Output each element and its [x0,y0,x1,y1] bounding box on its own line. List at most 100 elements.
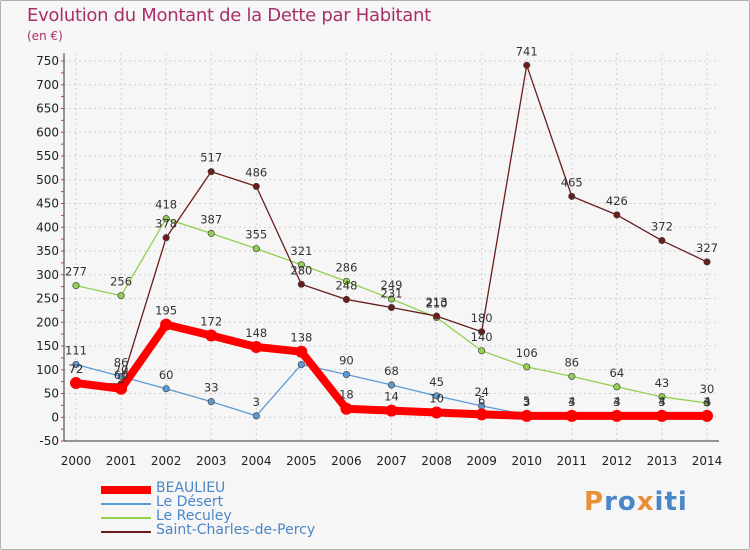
data-label: 70 [114,363,129,377]
y-tick-label: 700 [36,78,59,92]
data-label: 418 [155,198,177,212]
legend-swatch [101,517,151,519]
data-point [565,409,578,422]
data-point [250,340,263,353]
y-tick-label: 600 [36,125,59,139]
data-point [478,347,486,355]
data-label: 148 [245,326,267,340]
data-label: 43 [655,376,670,390]
y-tick-label: 100 [36,363,59,377]
x-tick-label: 2011 [557,454,588,468]
data-label: 64 [610,366,625,380]
data-label: 465 [561,175,583,189]
data-point [387,381,396,389]
data-point [610,409,623,422]
legend-label: Le Reculey [156,508,232,524]
data-point [207,398,215,406]
data-label: 249 [381,278,403,292]
data-label: 195 [155,304,177,318]
data-label: 372 [651,220,673,234]
data-point [342,370,350,379]
data-label: 4 [658,394,665,408]
legend-swatch [101,503,151,505]
data-point [70,377,82,390]
y-tick-label: 50 [44,387,59,401]
data-point [207,168,215,176]
data-point [475,408,488,421]
data-label: 277 [65,265,87,279]
data-label: 140 [471,330,493,344]
legend-swatch [101,486,151,494]
data-point [295,345,308,358]
data-point [72,282,80,290]
data-point [520,409,533,422]
data-label: 138 [290,331,312,345]
data-label: 30 [700,382,715,396]
data-label: 286 [335,260,357,274]
data-point [205,329,218,342]
y-tick-label: 350 [36,244,59,258]
x-tick-label: 2014 [692,454,723,468]
data-label: 10 [429,392,444,406]
data-point [162,385,170,393]
data-point [387,303,396,312]
x-tick-label: 2009 [466,454,497,468]
data-label: 3 [613,395,620,409]
data-point [430,406,443,419]
data-label: 4 [703,394,710,408]
data-label: 378 [155,217,177,231]
data-label: 3 [523,395,530,409]
x-tick-label: 2007 [376,454,407,468]
data-label: 321 [290,244,312,258]
data-point [613,383,621,391]
data-point [252,182,260,190]
data-label: 248 [335,278,357,292]
legend-label: Saint-Charles-de-Percy [156,522,316,538]
data-label: 72 [69,362,84,376]
data-label: 14 [384,390,399,404]
data-point [342,277,350,285]
data-label: 68 [384,364,399,378]
data-point [162,234,170,242]
data-point [117,372,125,380]
data-point [703,399,711,407]
data-point [701,409,713,422]
data-label: 86 [564,355,579,369]
y-tick-label: 200 [36,315,59,329]
data-point [160,318,173,331]
data-label: 355 [245,228,267,242]
x-tick-label: 2002 [151,454,182,468]
x-tick-label: 2004 [241,454,272,468]
data-label: 86 [114,355,129,369]
x-tick-label: 2000 [61,454,92,468]
data-point [658,393,666,401]
data-label: 106 [516,346,538,360]
data-label: 213 [426,295,448,309]
data-point [297,261,305,269]
data-label: 45 [429,375,444,389]
data-label: 72 [69,362,84,376]
x-tick-label: 2013 [647,454,678,468]
chart-subtitle: (en €) [27,29,63,43]
data-point [297,360,305,369]
data-label: 3 [253,395,260,409]
y-tick-label: 150 [36,339,59,353]
data-label: 486 [245,165,267,179]
data-point [115,382,128,395]
data-label: 18 [339,388,354,402]
data-label: 256 [110,275,132,289]
y-tick-label: 550 [36,149,59,163]
data-point [162,215,170,223]
data-point [252,412,260,420]
y-tick-label: 0 [51,410,59,424]
data-label: 60 [114,368,129,382]
data-label: 90 [339,354,354,368]
data-point [523,61,531,69]
y-tick-label: 750 [36,54,59,68]
x-tick-label: 2005 [286,454,317,468]
data-label: 741 [516,44,538,58]
data-point [433,392,441,400]
data-label: 4 [613,394,620,408]
